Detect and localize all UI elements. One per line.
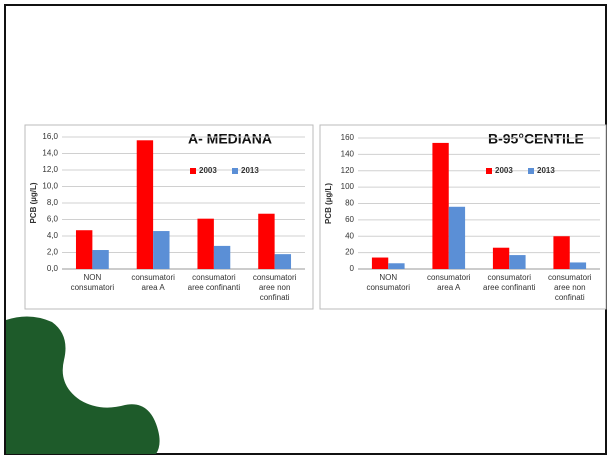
x-tick-label: consumatori area A bbox=[426, 273, 471, 292]
x-tick-label: NON consumatori bbox=[366, 273, 411, 292]
bar bbox=[136, 140, 154, 269]
y-tick-label: 8,0 bbox=[47, 198, 59, 207]
chart-title: B-95°CENTILE bbox=[488, 131, 584, 147]
y-tick-label: 6,0 bbox=[47, 215, 59, 224]
bar bbox=[569, 262, 587, 269]
bar bbox=[153, 231, 170, 269]
legend-swatch bbox=[528, 168, 534, 174]
y-tick-label: 40 bbox=[345, 231, 354, 240]
y-axis-label: PCB (µg/L) bbox=[324, 183, 333, 224]
y-tick-label: 0 bbox=[350, 264, 355, 273]
bar bbox=[75, 230, 93, 269]
x-tick-label-box: consumatori area A bbox=[426, 273, 471, 292]
y-tick-label: 10,0 bbox=[42, 182, 58, 191]
bar bbox=[92, 250, 109, 269]
y-tick-label: 20 bbox=[345, 248, 354, 257]
x-tick-label-box: NON consumatori bbox=[70, 273, 115, 292]
x-tick-label-box: consumatori aree non confinati bbox=[547, 273, 592, 302]
y-axis-label: PCB (µg/L) bbox=[29, 182, 38, 223]
x-tick-label-box: consumatori aree confinanti bbox=[187, 273, 241, 292]
bar bbox=[553, 236, 570, 269]
legend-swatch bbox=[190, 168, 196, 174]
x-tick-label-box: consumatori area A bbox=[131, 273, 175, 292]
bar bbox=[371, 257, 389, 269]
legend-swatch bbox=[486, 168, 492, 174]
bar bbox=[197, 218, 214, 269]
y-tick-label: 12,0 bbox=[42, 165, 58, 174]
x-tick-label: consumatori aree confinanti bbox=[187, 273, 241, 292]
legend-swatch bbox=[232, 168, 238, 174]
legend-label: 2003 bbox=[495, 166, 513, 175]
x-tick-label: consumatori aree confinanti bbox=[483, 273, 536, 292]
x-tick-label-box: consumatori aree confinanti bbox=[483, 273, 536, 292]
chart-title: A- MEDIANA bbox=[188, 131, 272, 147]
x-tick-label: consumatori aree non confinati bbox=[547, 273, 592, 302]
x-tick-label: consumatori aree non confinati bbox=[252, 273, 297, 302]
bar bbox=[258, 213, 275, 269]
y-tick-label: 0,0 bbox=[47, 264, 59, 273]
bar bbox=[432, 142, 449, 269]
legend-label: 2013 bbox=[537, 166, 555, 175]
x-tick-label: consumatori area A bbox=[131, 273, 175, 292]
y-tick-label: 100 bbox=[341, 182, 355, 191]
bar bbox=[509, 255, 526, 269]
y-tick-label: 120 bbox=[341, 166, 355, 175]
y-tick-label: 80 bbox=[345, 199, 354, 208]
y-tick-label: 14,0 bbox=[42, 149, 58, 158]
x-tick-label-box: NON consumatori bbox=[366, 273, 411, 292]
legend-label: 2003 bbox=[199, 166, 217, 175]
y-tick-label: 2,0 bbox=[47, 248, 59, 257]
decor-shape bbox=[6, 316, 160, 454]
bar bbox=[274, 254, 292, 269]
y-tick-label: 16,0 bbox=[42, 132, 58, 141]
x-tick-label: NON consumatori bbox=[70, 273, 115, 292]
bar bbox=[492, 247, 510, 269]
y-tick-label: 60 bbox=[345, 215, 354, 224]
bar bbox=[213, 245, 231, 269]
x-tick-label-box: consumatori aree non confinati bbox=[252, 273, 297, 302]
legend-label: 2013 bbox=[241, 166, 259, 175]
y-tick-label: 160 bbox=[341, 133, 355, 142]
bar bbox=[448, 206, 466, 269]
bar bbox=[388, 263, 405, 269]
y-tick-label: 140 bbox=[341, 149, 355, 158]
y-tick-label: 4,0 bbox=[47, 231, 59, 240]
